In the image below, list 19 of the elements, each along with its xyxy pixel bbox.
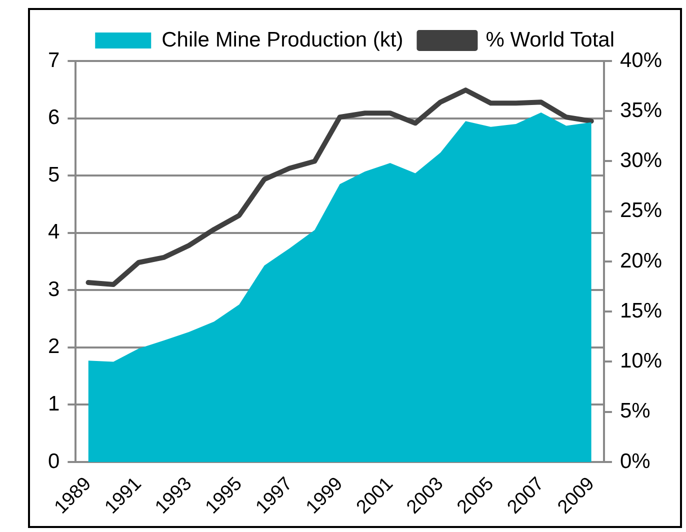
y2-tick-label: 0% <box>620 450 650 473</box>
y2-tick-label: 15% <box>620 299 662 322</box>
y-tick-label: 4 <box>48 220 60 244</box>
y-tick-label: 0 <box>48 450 60 473</box>
y-tick-label: 3 <box>48 278 60 301</box>
legend-label: % World Total <box>486 28 614 52</box>
y2-tick-label: 25% <box>620 199 662 222</box>
y-tick-label: 6 <box>48 106 60 130</box>
y2-tick-label: 5% <box>620 400 650 423</box>
y-tick-label: 5 <box>48 163 60 186</box>
y-tick-label: 1 <box>48 392 60 416</box>
y2-tick-label: 30% <box>620 149 662 172</box>
y-tick-label: 2 <box>48 335 60 358</box>
y2-tick-label: 20% <box>620 249 662 272</box>
y2-tick-label: 10% <box>620 350 662 373</box>
y-tick-label: 7 <box>48 48 60 72</box>
legend-label: Chile Mine Production (kt) <box>162 28 404 52</box>
y2-tick-label: 35% <box>620 98 662 122</box>
y2-tick-label: 40% <box>620 48 662 72</box>
